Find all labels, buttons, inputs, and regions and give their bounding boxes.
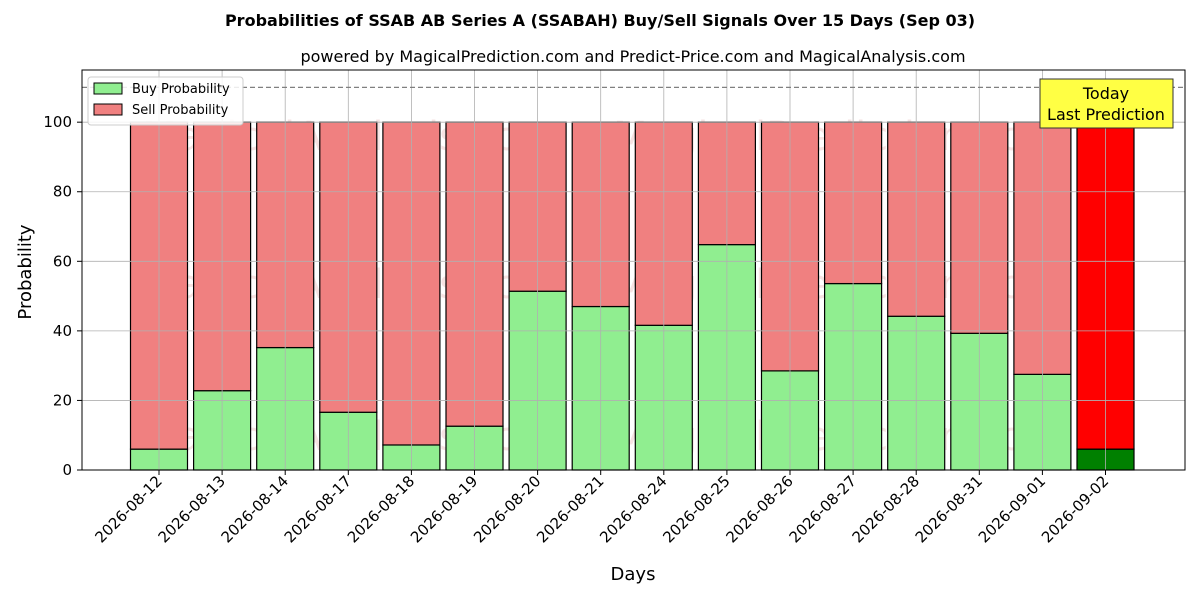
y-tick-label: 100 (43, 113, 72, 131)
today-annotation-text: Last Prediction (1047, 105, 1165, 124)
legend-label: Buy Probability (132, 82, 230, 97)
legend-swatch (93, 82, 123, 95)
y-tick-label: 60 (53, 252, 72, 270)
y-tick-label: 80 (53, 183, 72, 201)
chart-title: Probabilities of SSAB AB Series A (SSABA… (225, 11, 975, 30)
x-tick-label: 2026-08-31 (912, 472, 986, 546)
x-tick-label: 2026-08-24 (596, 472, 670, 546)
chart-subtitle: powered by MagicalPrediction.com and Pre… (300, 47, 965, 66)
x-axis-label: Days (611, 564, 656, 585)
x-tick-label: 2026-08-28 (849, 472, 923, 546)
legend: Buy Probability Sell Probability (87, 76, 244, 126)
legend-label: Sell Probability (132, 103, 229, 118)
axes-frame (81, 69, 1186, 471)
today-annotation-text: Today (1082, 84, 1129, 103)
x-tick-label: 2026-08-27 (786, 472, 860, 546)
y-tick-label: 40 (53, 322, 72, 340)
x-tick-label: 2026-08-20 (470, 472, 544, 546)
x-tick-label: 2026-08-21 (533, 472, 607, 546)
x-tick-label: 2026-08-12 (91, 472, 165, 546)
today-annotation-box (1039, 78, 1174, 129)
x-tick-label: 2026-08-19 (407, 472, 481, 546)
x-tick-label: 2026-08-13 (155, 472, 229, 546)
x-tick-label: 2026-09-02 (1038, 472, 1112, 546)
x-tick-label: 2026-08-25 (659, 472, 733, 546)
legend-box (87, 76, 244, 126)
x-tick-label: 2026-09-01 (975, 472, 1049, 546)
y-tick-label: 20 (53, 391, 72, 409)
today-annotation: Today Last Prediction (1039, 78, 1174, 129)
x-tick-label: 2026-08-18 (344, 472, 418, 546)
y-axis-label: Probability (15, 224, 36, 319)
x-tick-label: 2026-08-26 (722, 472, 796, 546)
x-tick-label: 2026-08-14 (218, 472, 292, 546)
legend-swatch (93, 103, 123, 116)
plot-area: MagicalAnalysis.comMagicalPrediction.com… (43, 69, 1186, 546)
x-tick-label: 2026-08-17 (281, 472, 355, 546)
y-tick-label: 0 (62, 461, 72, 479)
